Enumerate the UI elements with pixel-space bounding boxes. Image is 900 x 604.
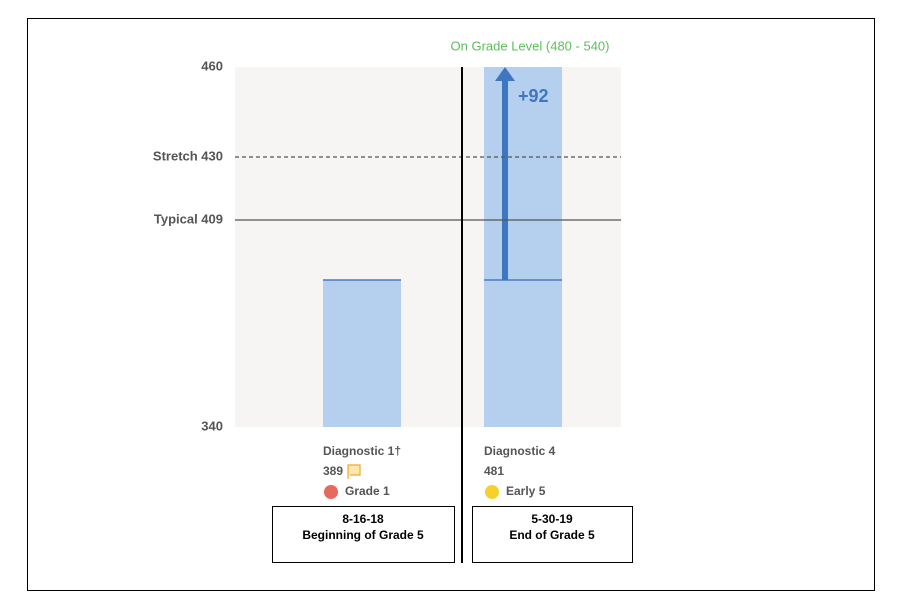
- placement-label: Grade 1: [345, 484, 390, 498]
- bar: [484, 67, 562, 427]
- bars: [323, 67, 562, 427]
- score-label: 481: [484, 464, 504, 478]
- placement-label: Early 5: [506, 484, 546, 498]
- category-label: Diagnostic 4: [484, 444, 556, 458]
- reference-label: Typical 409: [154, 211, 223, 226]
- date-label: 8-16-18: [342, 512, 384, 526]
- category-label: Diagnostic 1†: [323, 444, 401, 458]
- y-tick-label: 340: [201, 418, 223, 433]
- annotation: On Grade Level (480 - 540): [451, 38, 610, 53]
- period-label: End of Grade 5: [509, 528, 595, 542]
- score-label: 389: [323, 464, 343, 478]
- reference-label: Stretch 430: [153, 148, 223, 163]
- plot-area: [235, 67, 621, 427]
- y-tick-label: 460: [201, 58, 223, 73]
- growth-label: +92: [518, 86, 549, 106]
- period-label: Beginning of Grade 5: [302, 528, 424, 542]
- placement-dot: [485, 485, 499, 499]
- flag-icon: [347, 464, 361, 479]
- date-box: [272, 506, 455, 563]
- date-box: [472, 506, 633, 563]
- growth-arrowhead: [495, 67, 515, 81]
- placement-dot: [324, 485, 338, 499]
- bar: [323, 280, 401, 427]
- date-label: 5-30-19: [531, 512, 573, 526]
